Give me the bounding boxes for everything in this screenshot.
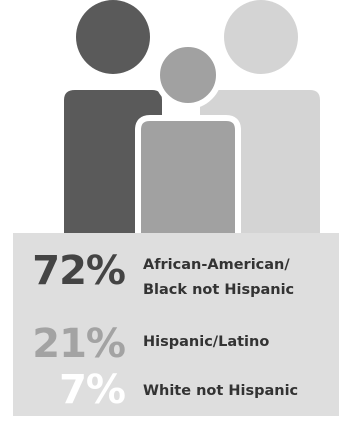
category-label: White not Hispanic <box>143 383 299 399</box>
value-label: 72% <box>32 248 126 294</box>
legend-panel: 72% African-American/ Black not Hispanic… <box>13 233 339 416</box>
category-label: Hispanic/Latino <box>143 334 270 350</box>
category-label-line: Black not Hispanic <box>143 282 295 298</box>
category-label: African-American/ Black not Hispanic <box>143 253 333 303</box>
value-label: 7% <box>59 367 126 413</box>
value-label: 21% <box>32 321 126 367</box>
category-label-line: African-American/ <box>143 257 290 273</box>
person-middle-icon <box>135 41 241 239</box>
